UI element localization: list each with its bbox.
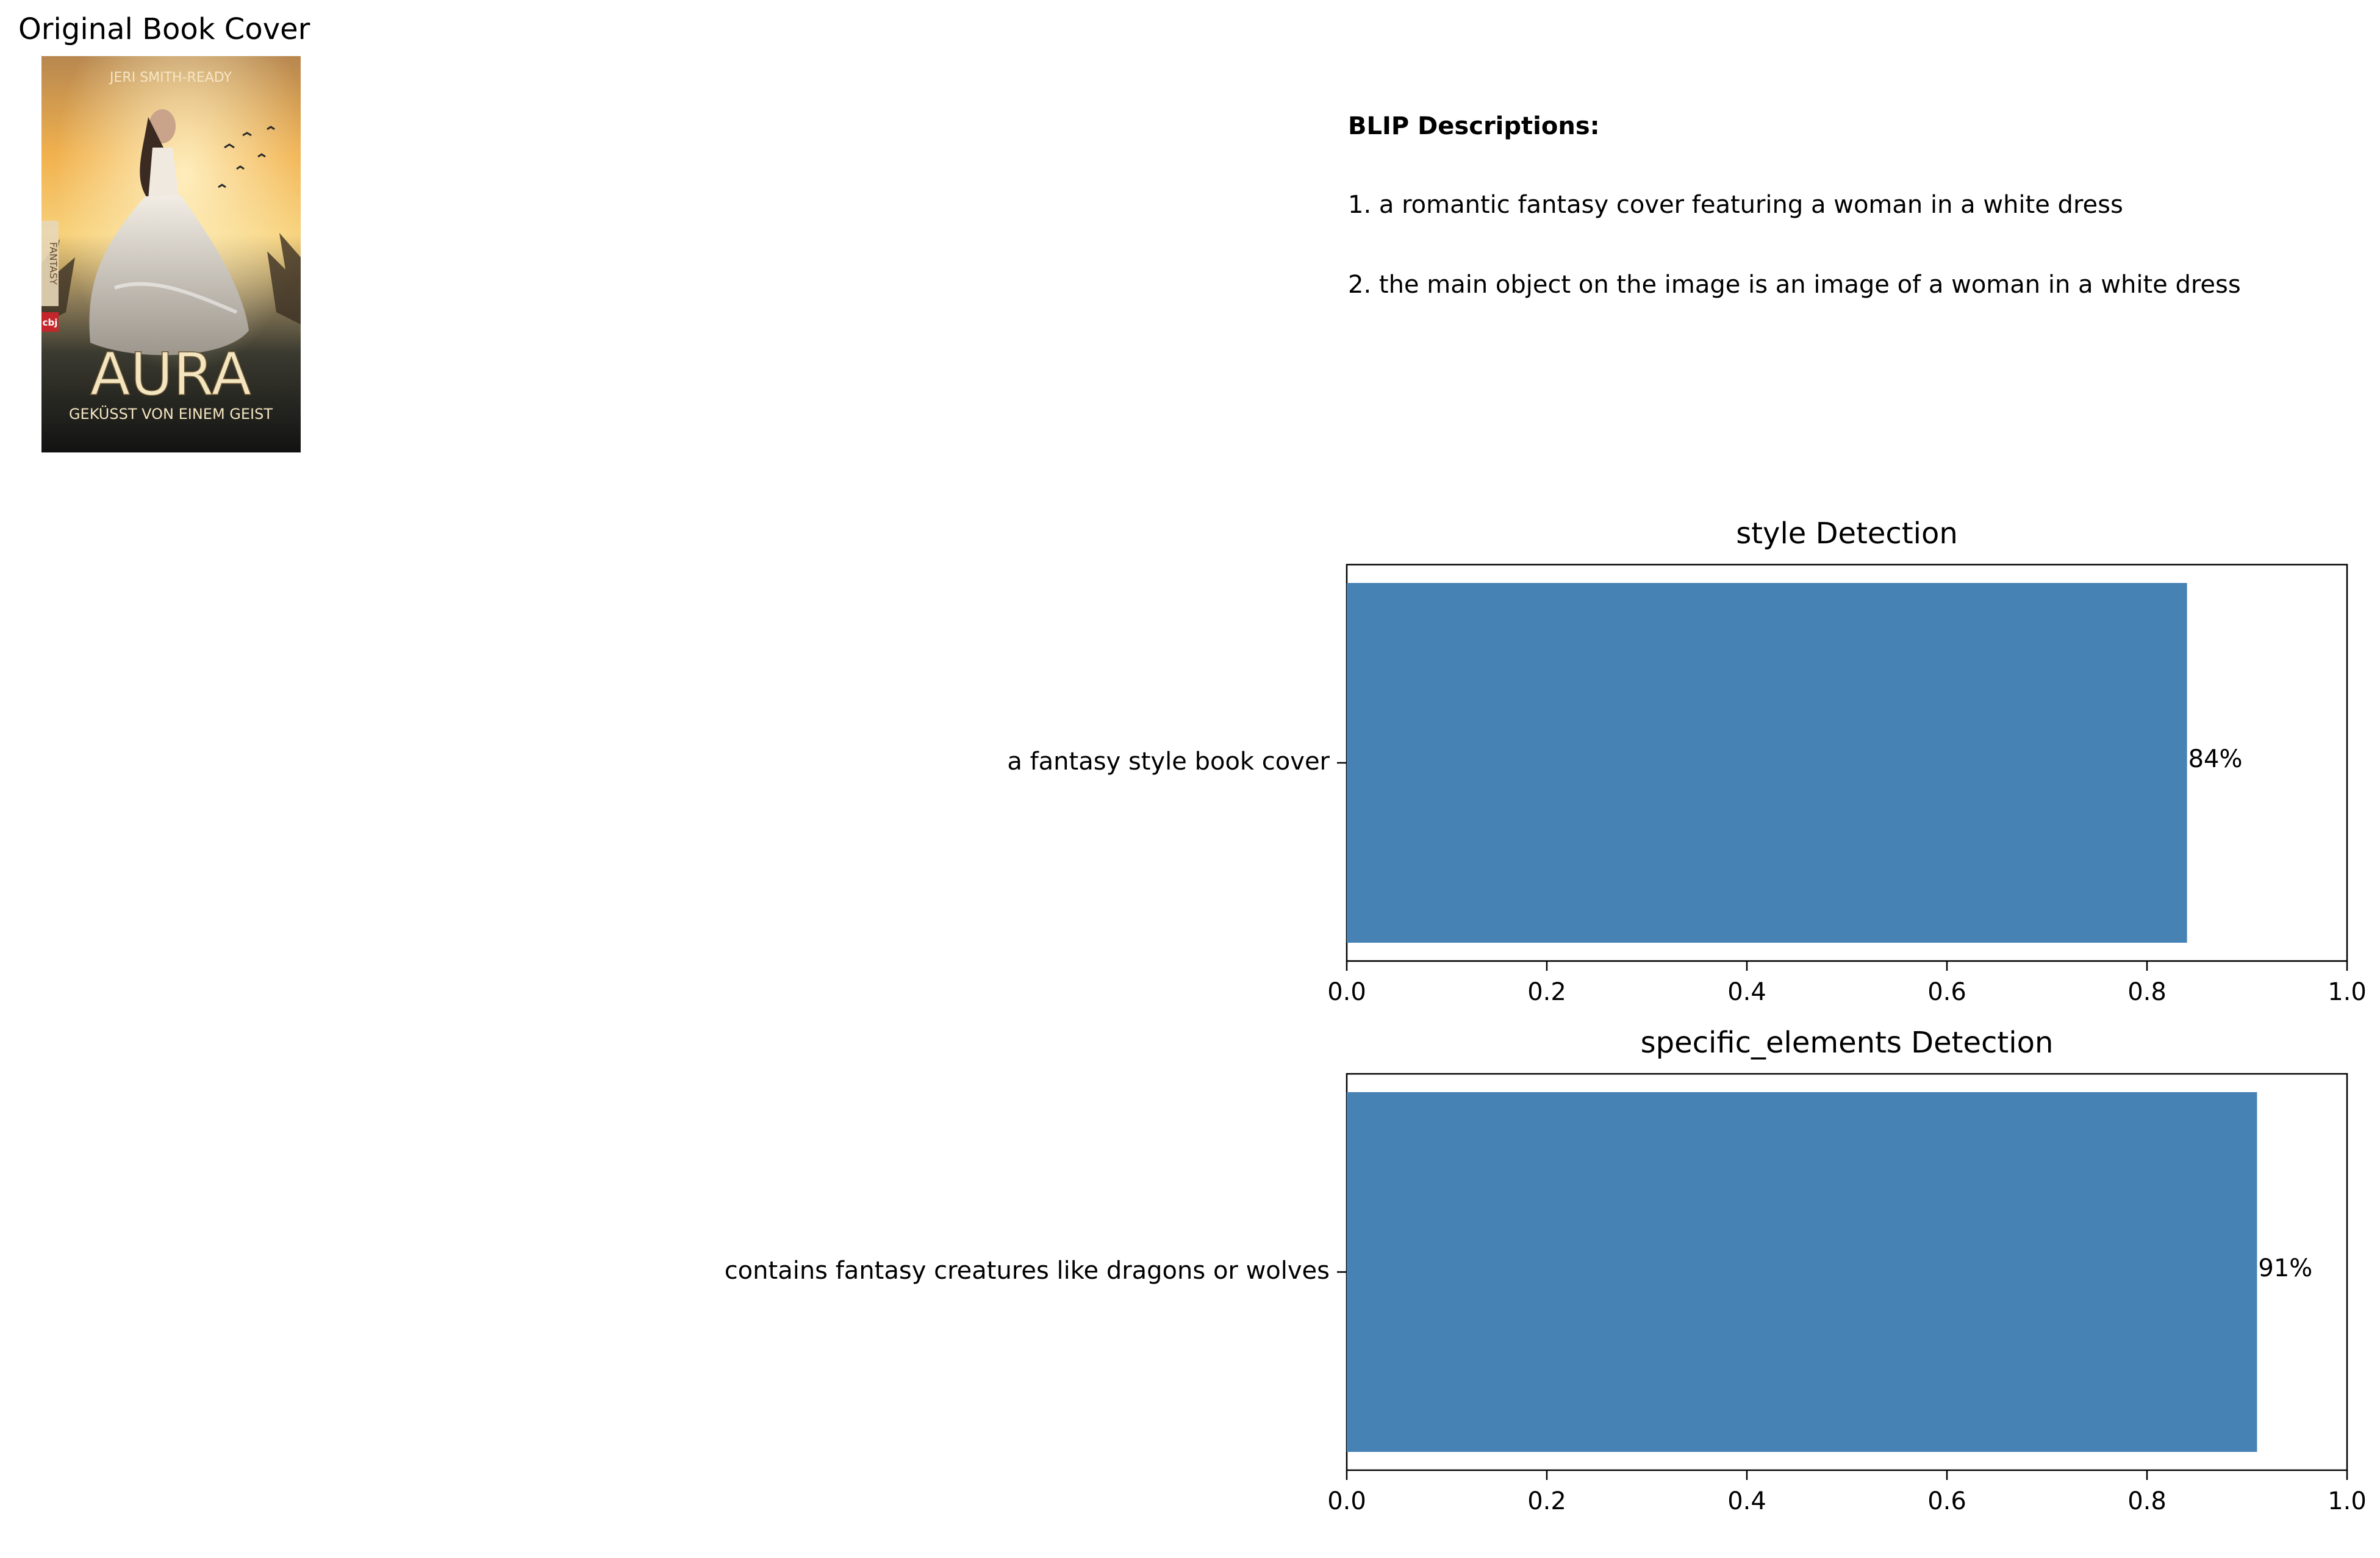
cover-author-text: JERI SMITH-READY: [109, 70, 232, 85]
x-axis-ticks: 0.0 0.2 0.4 0.6 0.8 1.0: [1327, 1470, 2367, 1515]
x-tick-label: 0.4: [1727, 1487, 1766, 1515]
category-label: a fantasy style book cover: [1007, 748, 1330, 776]
cover-imprint-logo: cbj: [43, 317, 58, 328]
x-tick-label: 0.6: [1927, 1487, 1966, 1515]
cover-panel-title: Original Book Cover: [18, 12, 310, 46]
cover-book-title: AURA: [90, 340, 251, 409]
bar: [1347, 1092, 2257, 1452]
x-tick-label: 0.8: [2127, 978, 2167, 1006]
blip-heading: BLIP Descriptions:: [1348, 112, 1600, 140]
blip-description-1: 1. a romantic fantasy cover featuring a …: [1348, 191, 2123, 219]
category-label: contains fantasy creatures like dragons …: [725, 1257, 1330, 1285]
x-tick-label: 0.6: [1927, 978, 1966, 1006]
x-axis-ticks: 0.0 0.2 0.4 0.6 0.8 1.0: [1327, 961, 2367, 1006]
x-tick-label: 0.2: [1527, 1487, 1566, 1515]
style-detection-chart: style Detection 84% a fantasy style book…: [1007, 516, 2367, 1006]
x-tick-label: 0.0: [1327, 1487, 1366, 1515]
cover-subtitle: GEKÜSST VON EINEM GEIST: [69, 405, 273, 423]
x-tick-label: 0.4: [1727, 978, 1766, 1006]
bar: [1347, 583, 2187, 943]
x-tick-label: 0.0: [1327, 978, 1366, 1006]
x-tick-label: 0.8: [2127, 1487, 2167, 1515]
chart-title: specific_elements Detection: [1641, 1026, 2054, 1060]
x-tick-label: 0.2: [1527, 978, 1566, 1006]
cover-genre-tag: FANTASY: [48, 242, 59, 285]
chart-title: style Detection: [1736, 516, 1958, 551]
bar-value-label: 91%: [2258, 1254, 2312, 1282]
book-cover-image: FANTASY cbj JERI SMITH-READY AURA GEKÜSS…: [41, 56, 301, 452]
x-tick-label: 1.0: [2328, 978, 2367, 1006]
bar-value-label: 84%: [2188, 745, 2243, 773]
specific-elements-detection-chart: specific_elements Detection 91% contains…: [725, 1026, 2367, 1515]
blip-description-2: 2. the main object on the image is an im…: [1348, 271, 2241, 299]
x-tick-label: 1.0: [2328, 1487, 2367, 1515]
